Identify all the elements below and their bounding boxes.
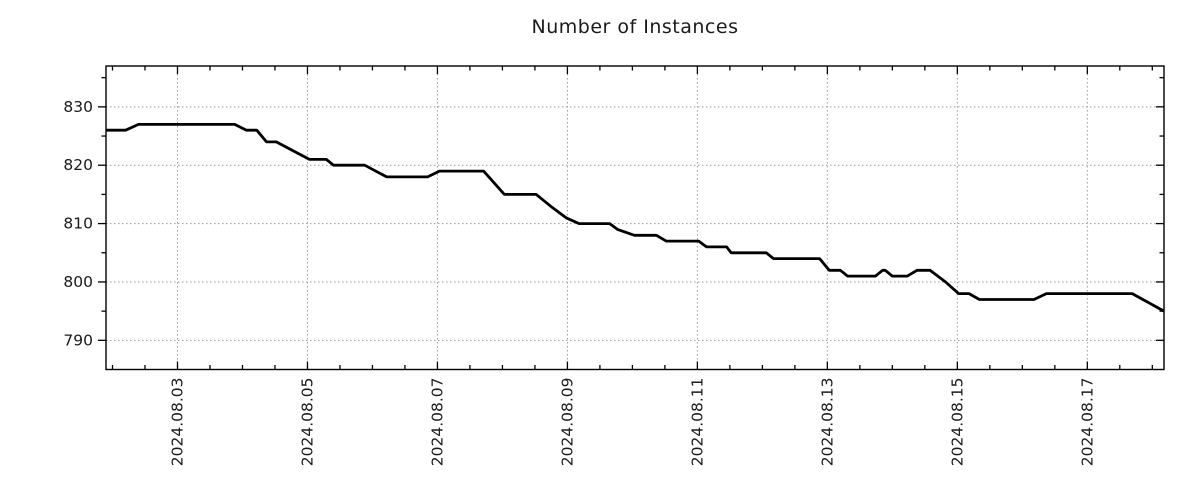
x-tick-label: 2024.08.07 <box>428 378 446 467</box>
x-tick-label: 2024.08.15 <box>948 378 966 467</box>
y-tick-label: 830 <box>63 98 93 116</box>
x-tick-label: 2024.08.09 <box>558 378 576 467</box>
plot-border <box>105 65 1165 371</box>
y-tick-label: 810 <box>63 215 93 233</box>
x-tick-label: 2024.08.13 <box>818 378 836 467</box>
series-line <box>106 123 1165 313</box>
x-tick-label: 2024.08.03 <box>168 378 186 467</box>
x-tick-label: 2024.08.17 <box>1078 378 1096 467</box>
chart-title: Number of Instances <box>531 16 739 38</box>
x-tick-label: 2024.08.05 <box>298 378 316 467</box>
y-tick-label: 820 <box>63 156 93 174</box>
y-tick-label: 790 <box>63 331 93 349</box>
x-tick-label: 2024.08.11 <box>688 378 706 467</box>
y-tick-label: 800 <box>63 273 93 291</box>
